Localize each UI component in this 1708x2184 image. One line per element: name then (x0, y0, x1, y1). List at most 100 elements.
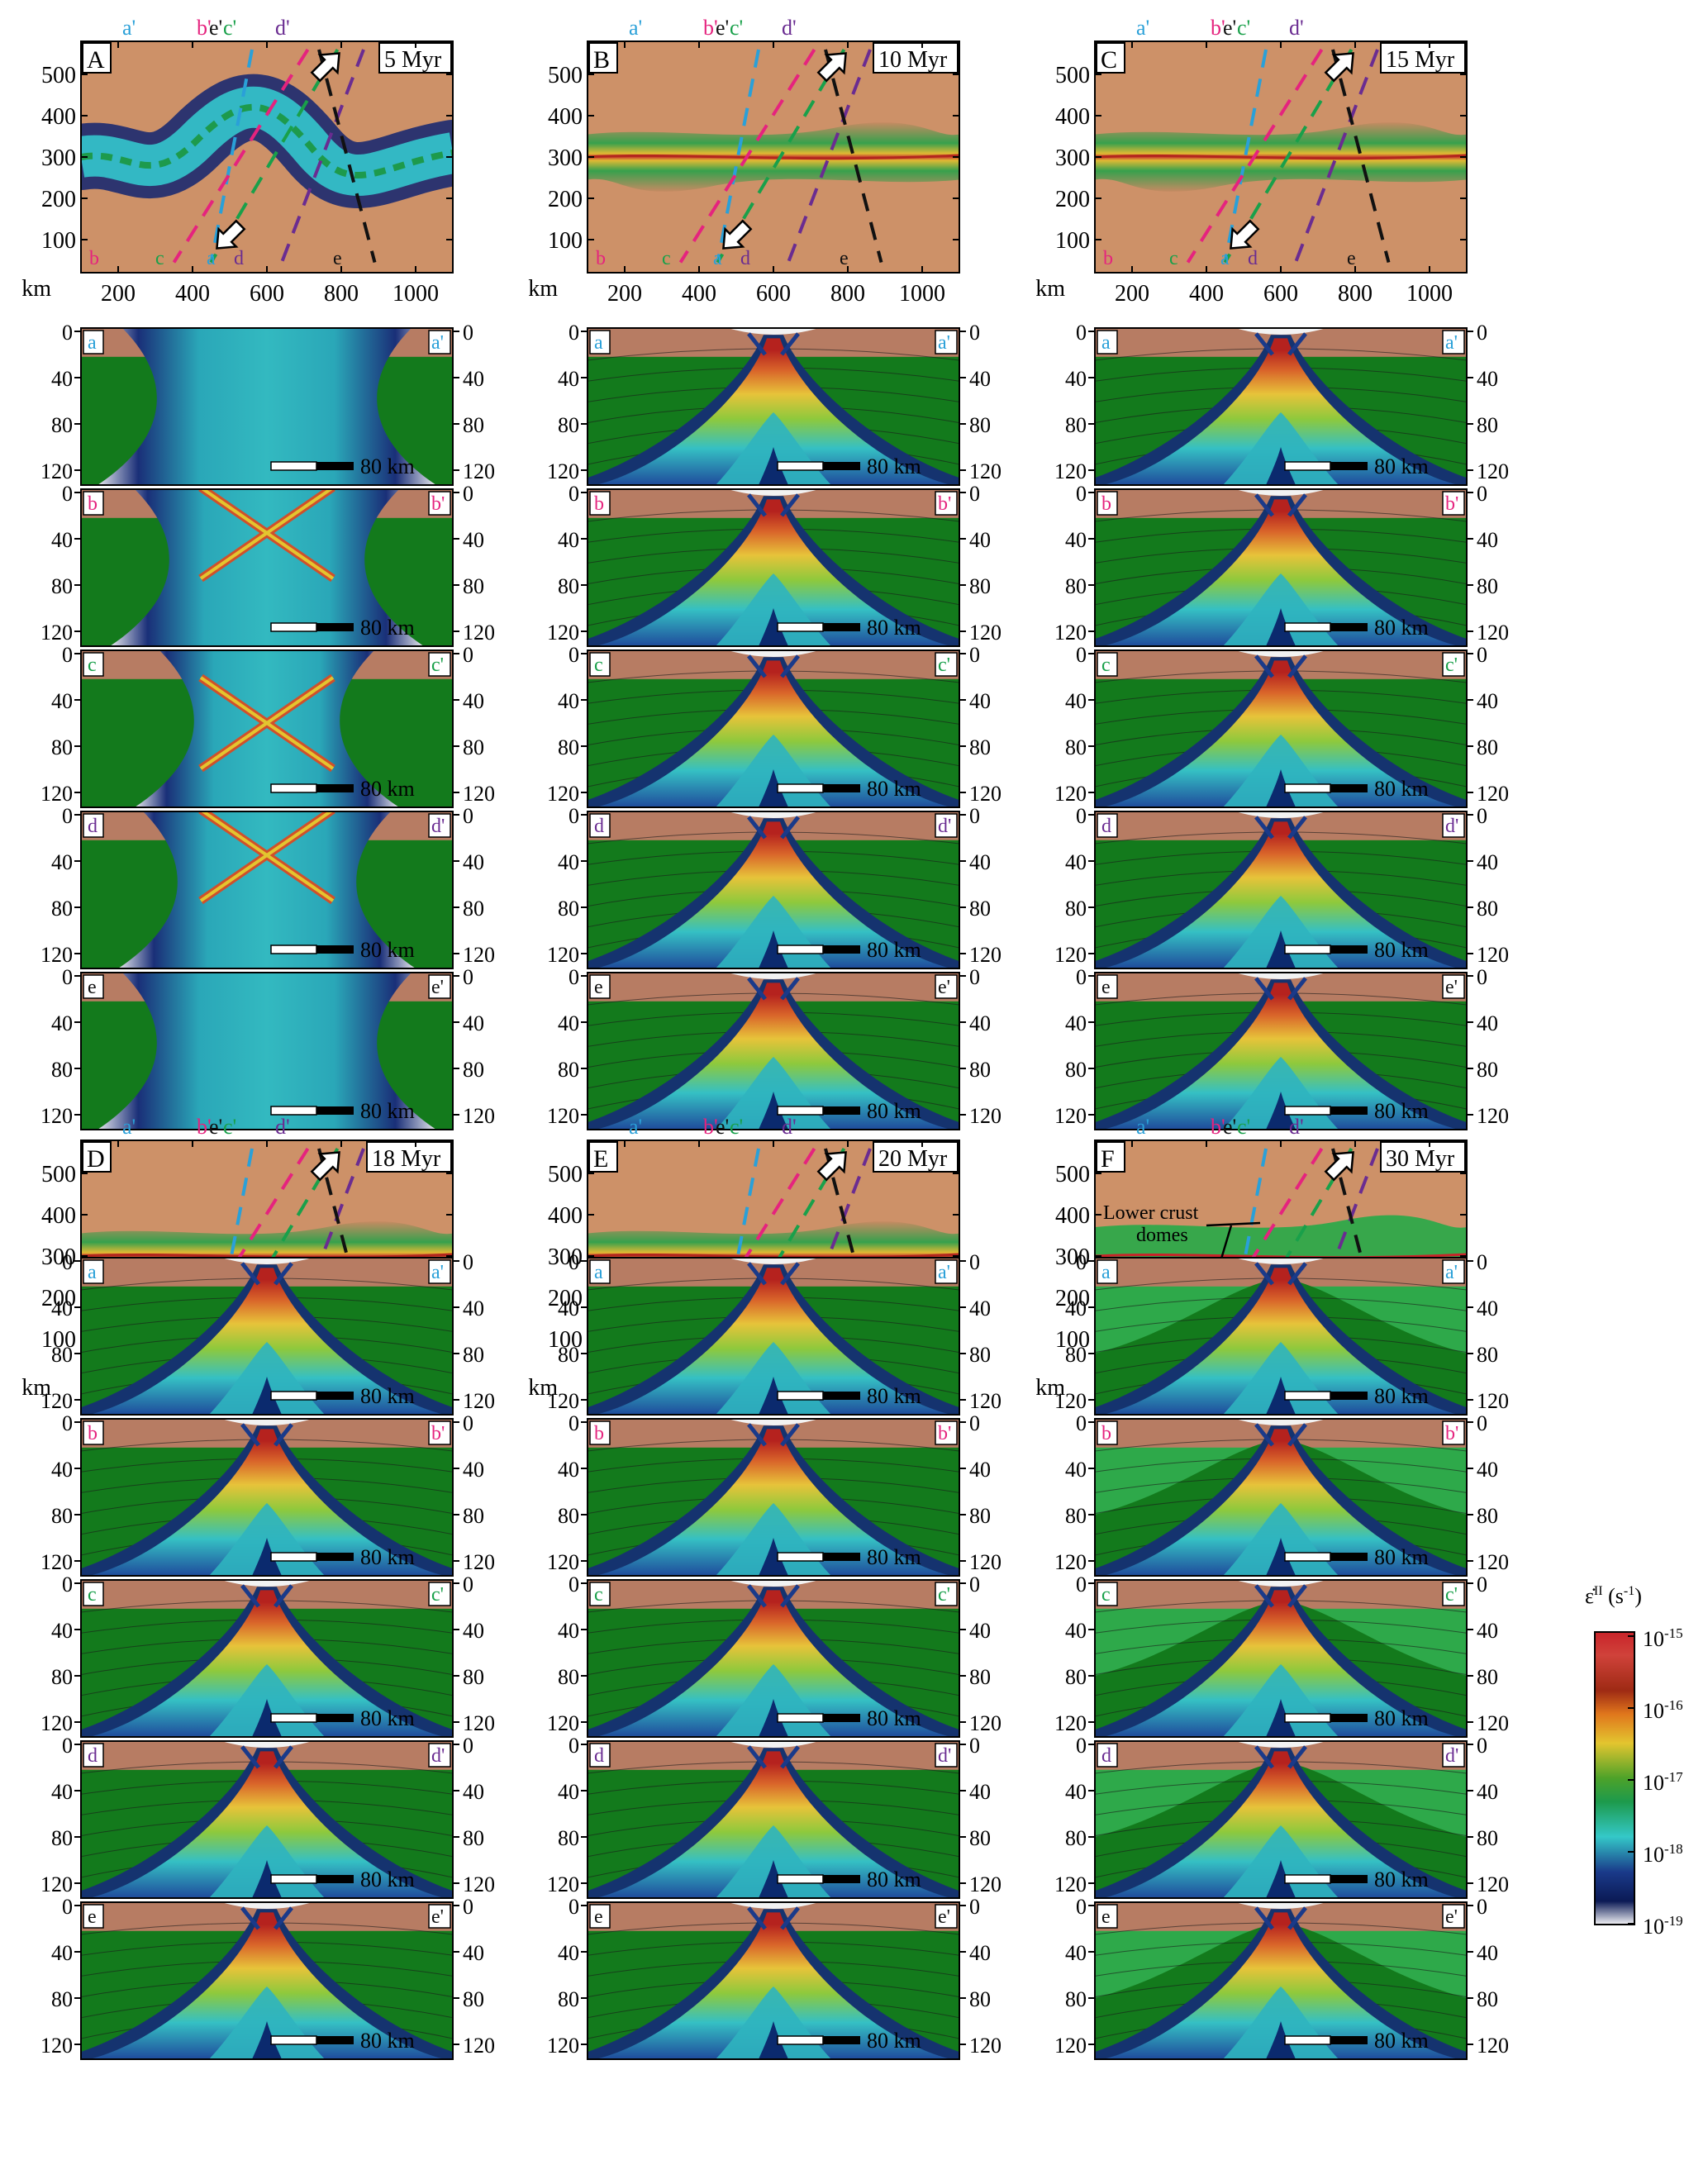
mantle-neck-inner (89, 1268, 445, 1415)
section-right-label: c' (938, 654, 950, 676)
depth-tick-label-left: 80 (51, 1665, 73, 1689)
annotation-line1: Lower crust (1103, 1202, 1199, 1224)
section-frame (80, 1579, 454, 1738)
y-tick-label: 400 (41, 1203, 76, 1229)
mantle-neck-inner (596, 1429, 951, 1576)
section-field (588, 811, 959, 968)
profile-bottom-label-d: d (1248, 248, 1258, 269)
section-right-label: d' (1445, 1745, 1458, 1767)
depth-tick-label-left: 120 (547, 621, 579, 645)
y-tick-label: 100 (548, 1327, 583, 1353)
section-right-label: b' (431, 1423, 445, 1444)
depth-tick-label-left: 0 (569, 482, 579, 506)
colorbar-gradient (1594, 1631, 1635, 1925)
depth-tick-label-left: 120 (547, 1872, 579, 1896)
depth-tick-label-left: 40 (51, 1011, 73, 1035)
profile-top-label-a: a' (122, 1115, 136, 1139)
colorbar: ε̇II (s-1) 10-15 10-16 10-17 10-18 10-19 (1585, 1584, 1683, 1939)
depth-tick-label-right: 0 (969, 965, 980, 989)
map-unit-label: km (528, 276, 558, 302)
depth-tick-label-left: 80 (51, 1987, 73, 2011)
depth-tick-label-left: 0 (1076, 643, 1087, 667)
scale-bar-black (1330, 2036, 1368, 2044)
depth-tick-label-right: 0 (1477, 643, 1487, 667)
depth-tick-label-left: 80 (558, 1504, 579, 1528)
weak-zone-column (118, 811, 416, 968)
mantle-neck-inner (1103, 1429, 1458, 1576)
section-left-label: b (594, 493, 604, 515)
section-right-label-box (1442, 1743, 1465, 1768)
depth-tick-label-left: 80 (51, 1058, 73, 1082)
section-left-label: a (88, 1262, 97, 1283)
section-left-label: c (88, 1584, 97, 1606)
mantle-core-deep (252, 1699, 282, 1737)
section-right-label-box (1442, 652, 1465, 677)
depth-tick-label-right: 80 (969, 897, 991, 921)
weak-zone-core (81, 86, 453, 196)
section-left-label: d (1101, 816, 1111, 837)
section-right-label: d' (431, 816, 445, 837)
scale-bar-label: 80 km (360, 2029, 415, 2053)
depth-tick-label-right: 120 (1477, 1711, 1509, 1735)
depth-tick-label-right: 0 (463, 321, 473, 345)
section-field (81, 650, 453, 807)
mantle-neck-inner (1103, 1751, 1458, 1898)
section-d-E: d d' 80 km 0 0 40 40 80 80 120 120 (547, 1734, 1001, 1899)
panel-letter: B (593, 46, 610, 74)
section-left-label: e (1101, 977, 1111, 998)
panel-letter-box (588, 1141, 618, 1173)
depth-tick-label-left: 0 (62, 321, 73, 345)
time-label: 10 Myr (878, 47, 948, 73)
depth-tick-label-right: 80 (969, 1058, 991, 1082)
x-tick-label: 1000 (1406, 281, 1453, 307)
time-box (1380, 1141, 1466, 1173)
section-right-label: d' (1445, 816, 1458, 837)
scale-bar-black (316, 784, 354, 792)
scale-bar-white (270, 1552, 317, 1562)
depth-tick-label-left: 0 (62, 1411, 73, 1435)
depth-tick-label-right: 0 (969, 1895, 980, 1919)
depth-tick-label-left: 80 (558, 1058, 579, 1082)
depth-tick-label-left: 120 (1054, 1872, 1087, 1896)
scale-bar-white (270, 1874, 317, 1884)
section-left-label: b (594, 1423, 604, 1444)
section-right-label: c' (431, 1584, 444, 1606)
scale-bar-label: 80 km (1374, 616, 1429, 640)
depth-tick-label-right: 0 (1477, 1573, 1487, 1596)
fault-trace (747, 1906, 800, 1930)
depth-tick-label-left: 40 (558, 1297, 579, 1320)
scale-bar-label: 80 km (1374, 1706, 1429, 1730)
profile-line-a (716, 49, 760, 263)
section-right-label-box (1442, 491, 1465, 516)
profile-line-b (678, 48, 816, 264)
depth-tick-label-right: 120 (463, 782, 495, 806)
section-c-D: c c' 80 km 0 0 40 40 80 80 120 120 (40, 1573, 495, 1738)
depth-tick-label-right: 80 (1477, 1987, 1498, 2011)
section-right-label: a' (938, 1262, 950, 1283)
scale-bar-white (270, 2035, 317, 2045)
depth-tick-label-left: 40 (558, 1941, 579, 1965)
extension-arrow-icon (816, 52, 847, 83)
colorbar-tick-label: 10-16 (1643, 1697, 1683, 1723)
depth-tick-label-left: 0 (569, 1250, 579, 1274)
panel-letter: E (593, 1145, 608, 1173)
depth-tick-label-left: 120 (547, 1550, 579, 1574)
y-tick-label: 300 (548, 1244, 583, 1270)
mantle-neck-inner (596, 660, 951, 807)
section-left-label-box (1097, 1743, 1118, 1768)
depth-tick-label-left: 0 (1076, 1573, 1087, 1596)
depth-tick-label-right: 0 (1477, 321, 1487, 345)
depth-tick-label-right: 120 (969, 1104, 1001, 1128)
depth-tick-label-left: 120 (1054, 1711, 1087, 1735)
depth-tick-label-right: 0 (463, 482, 473, 506)
scale-bar-white (777, 944, 824, 954)
depth-tick-label-left: 120 (40, 943, 73, 967)
panel-letter-box (1096, 1141, 1125, 1173)
depth-tick-label-right: 40 (1477, 1780, 1498, 1804)
depth-tick-label-left: 0 (62, 1250, 73, 1274)
scale-bar-black (1330, 1553, 1368, 1561)
profile-top-label-e: e' (209, 1115, 222, 1139)
depth-tick-label-right: 80 (463, 1058, 484, 1082)
depth-tick-label-left: 0 (62, 804, 73, 828)
section-left-label-box (83, 813, 104, 838)
